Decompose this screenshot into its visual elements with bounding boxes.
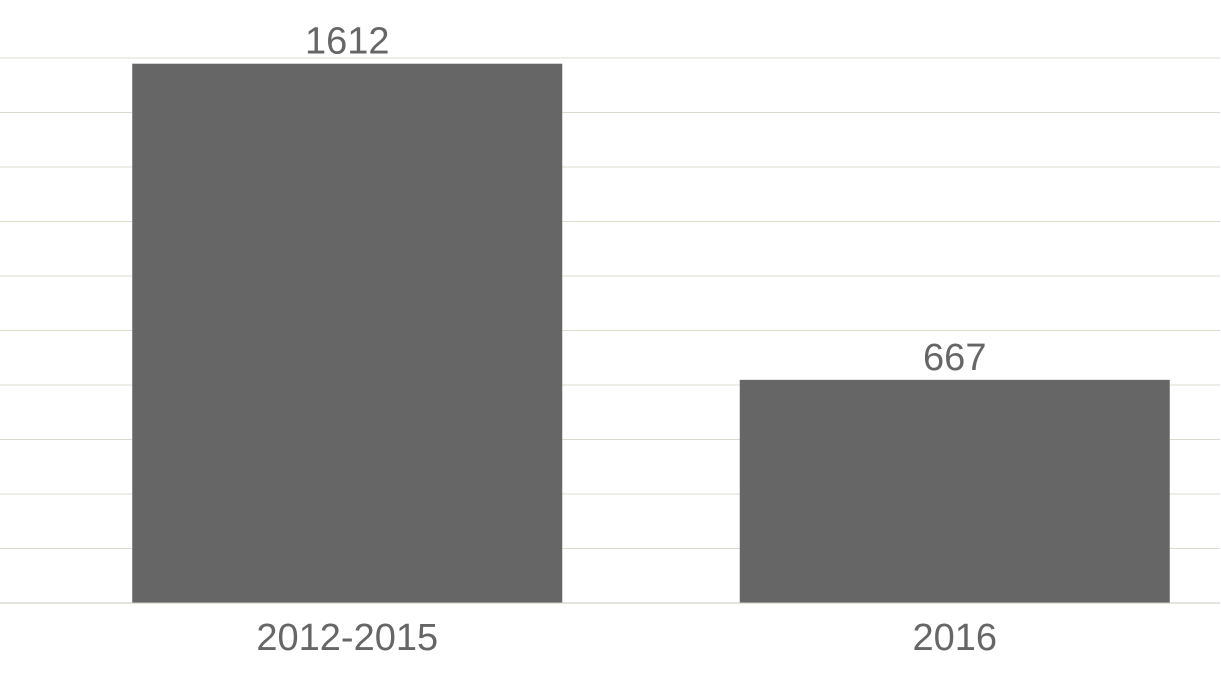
- x-tick-label-2016: 2016: [912, 617, 997, 659]
- value-labels: 1612 667: [305, 21, 986, 379]
- value-label-2016: 667: [923, 337, 986, 379]
- bars: [132, 63, 1170, 604]
- bar-2016: [739, 379, 1170, 603]
- value-label-2012-2015: 1612: [305, 21, 390, 63]
- x-tick-label-2012-2015: 2012-2015: [256, 617, 438, 659]
- bar-2012-2015: [132, 63, 563, 604]
- x-axis: 2012-2015 2016: [0, 602, 1220, 659]
